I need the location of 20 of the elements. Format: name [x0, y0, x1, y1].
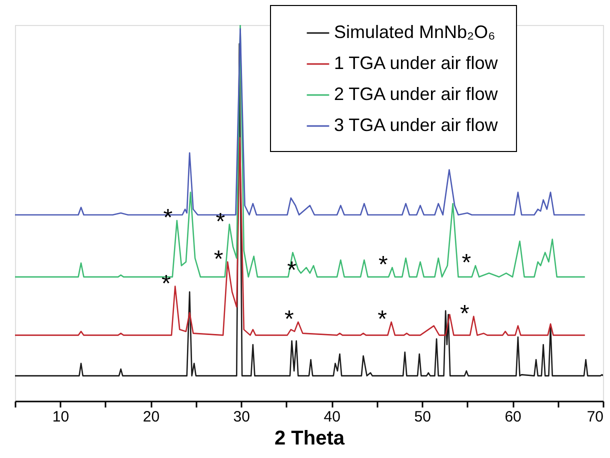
legend-label: 1 TGA under air flow	[334, 53, 499, 73]
legend-label: 3 TGA under air flow	[334, 115, 499, 135]
annotation: *	[284, 306, 294, 334]
annotation: *	[214, 246, 224, 273]
x-tick-label: 20	[142, 408, 160, 426]
x-tick-label: 50	[414, 408, 431, 426]
annotation: *	[462, 250, 472, 277]
annotation: *	[460, 300, 470, 328]
legend-label: Simulated MnNb₂O₆	[334, 22, 496, 42]
annotation: *	[161, 270, 171, 298]
annotation: *	[378, 306, 387, 334]
x-tick-label: 10	[52, 408, 70, 426]
annotation: *	[378, 252, 388, 279]
legend-label: 2 TGA under air flow	[334, 84, 499, 104]
x-tick-label: 30	[233, 408, 250, 426]
x-tick-label: 70	[586, 408, 604, 426]
x-axis-title: 2 Theta	[274, 428, 346, 450]
annotation: *	[216, 208, 226, 236]
x-tick-label: 60	[504, 408, 522, 426]
x-tick-label: 40	[324, 408, 340, 426]
